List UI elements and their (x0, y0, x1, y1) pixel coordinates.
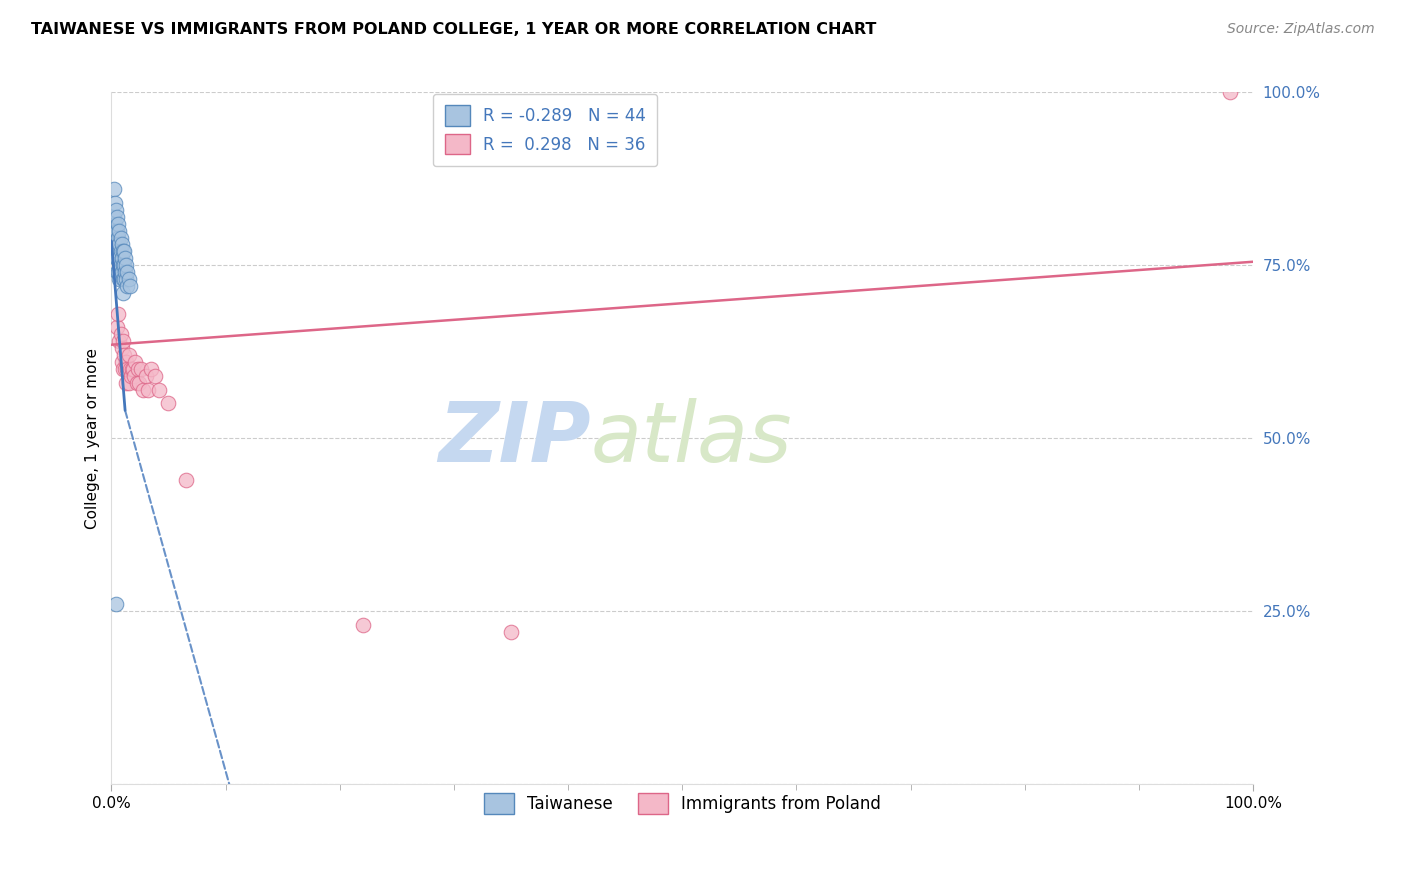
Point (129, 362, 152, 376)
Point (499, 624, 522, 639)
Point (104, 202, 127, 217)
Point (105, 265, 128, 279)
Point (105, 320, 128, 334)
Point (117, 348, 139, 362)
Point (110, 327, 132, 342)
Point (111, 258, 134, 272)
Point (104, 196, 127, 211)
Point (117, 272, 139, 286)
Point (104, 224, 127, 238)
Point (111, 341, 134, 355)
Point (128, 376, 150, 390)
Point (115, 355, 138, 369)
Point (104, 597, 127, 611)
Point (114, 265, 136, 279)
Point (104, 230, 127, 244)
Point (103, 210, 125, 224)
Y-axis label: College, 1 year or more: College, 1 year or more (86, 348, 100, 529)
Point (118, 279, 141, 293)
Point (105, 252, 128, 266)
Point (352, 617, 374, 632)
Point (122, 362, 145, 376)
Point (108, 252, 131, 266)
Point (117, 279, 139, 293)
Point (111, 237, 134, 252)
Point (111, 244, 134, 259)
Point (111, 252, 134, 266)
Point (114, 252, 136, 266)
Point (111, 265, 134, 279)
Point (110, 244, 132, 259)
Point (112, 348, 135, 362)
Point (107, 265, 129, 279)
Point (115, 272, 138, 286)
Point (105, 210, 128, 224)
Point (174, 473, 197, 487)
Text: Source: ZipAtlas.com: Source: ZipAtlas.com (1227, 22, 1375, 37)
Point (157, 396, 180, 410)
Point (108, 237, 131, 252)
Point (103, 182, 125, 196)
Point (127, 362, 149, 376)
Point (120, 368, 142, 383)
Point (111, 272, 134, 286)
Point (110, 230, 132, 244)
Point (108, 334, 131, 349)
Text: TAIWANESE VS IMMIGRANTS FROM POLAND COLLEGE, 1 YEAR OR MORE CORRELATION CHART: TAIWANESE VS IMMIGRANTS FROM POLAND COLL… (31, 22, 876, 37)
Text: atlas: atlas (591, 398, 793, 478)
Legend: Taiwanese, Immigrants from Poland: Taiwanese, Immigrants from Poland (474, 783, 891, 824)
Point (111, 355, 134, 369)
Point (112, 272, 135, 286)
Point (125, 376, 148, 390)
Text: ZIP: ZIP (439, 398, 591, 478)
Point (111, 334, 134, 349)
Point (110, 258, 132, 272)
Point (115, 258, 138, 272)
Point (114, 362, 136, 376)
Point (105, 237, 128, 252)
Point (122, 368, 145, 383)
Point (141, 362, 163, 376)
Point (132, 383, 155, 397)
Point (1219, 86, 1241, 100)
Point (108, 272, 131, 286)
Point (117, 362, 139, 376)
Point (121, 362, 143, 376)
Point (111, 285, 134, 300)
Point (136, 383, 159, 397)
Point (111, 362, 134, 376)
Point (135, 368, 157, 383)
Point (107, 230, 129, 244)
Point (124, 355, 146, 369)
Point (148, 383, 170, 397)
Point (107, 217, 129, 231)
Point (115, 376, 138, 390)
Point (104, 237, 127, 252)
Point (107, 244, 129, 259)
Point (105, 224, 128, 238)
Point (118, 362, 141, 376)
Point (104, 217, 127, 231)
Point (107, 307, 129, 321)
Point (143, 368, 166, 383)
Point (112, 258, 135, 272)
Point (104, 252, 127, 266)
Point (117, 265, 139, 279)
Point (108, 224, 131, 238)
Point (112, 244, 135, 259)
Point (117, 376, 139, 390)
